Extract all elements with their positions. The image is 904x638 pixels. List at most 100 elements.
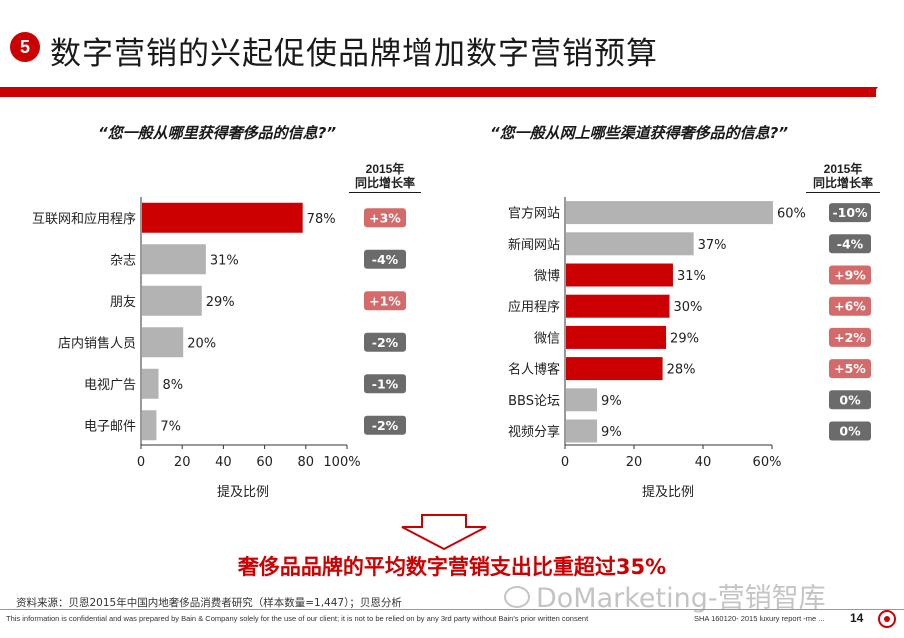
right-bar-7 [566,388,598,412]
slide-number-badge: 5 [10,32,40,62]
left-x-tick-label-4: 60 [256,455,273,470]
left-value-label-6: 7% [160,419,181,434]
right-x-tick-label-4: 60% [753,455,782,470]
right-growth-badge-4 [829,296,871,316]
left-growth-badge-1 [364,208,406,228]
right-bar-6 [566,357,663,381]
right-bar-4 [566,294,670,318]
left-growth-label-5: -1% [372,376,399,391]
right-growth-label-4: +6% [834,299,866,314]
right-value-label-1: 60% [777,207,806,222]
left-category-label-2: 杂志 [110,253,136,268]
left-value-label-4: 20% [187,336,216,351]
page-title: 数字营销的兴起促使品牌增加数字营销预算 [50,36,658,72]
right-growth-label-3: +9% [834,268,866,283]
conclusion-text: 奢侈品品牌的平均数字营销支出比重超过35% [237,555,667,579]
right-value-label-5: 29% [670,331,699,346]
left-x-tick-label-5: 80 [298,455,315,470]
right-value-label-2: 37% [698,238,727,253]
left-chart-title: “您一般从哪里获得奢侈品的信息?” [98,124,337,142]
right-growth-label-5: +2% [834,330,866,345]
left-value-label-5: 8% [162,378,183,393]
left-growth-badge-3 [364,291,406,311]
right-growth-header: 2015年 同比增长率 [806,162,880,193]
left-value-label-1: 78% [307,212,336,227]
bain-logo-icon [878,610,896,628]
left-growth-badge-5 [364,374,406,394]
left-growth-badge-4 [364,332,406,352]
right-category-label-4: 应用程序 [508,299,560,315]
left-growth-label-1: +3% [369,210,401,225]
left-x-tick-label-3: 40 [215,455,232,470]
right-growth-label-6: +5% [834,361,866,376]
right-value-label-8: 9% [601,425,622,440]
footer-document-id: SHA 160120- 2015 luxury report -me ... [694,614,825,623]
right-x-tick-label-2: 20 [626,455,643,470]
left-category-label-1: 互联网和应用程序 [32,211,136,227]
right-category-label-2: 新闻网站 [508,237,560,253]
right-bar-8 [566,419,598,443]
left-bar-1 [142,202,303,233]
title-divider [0,87,876,97]
right-growth-header-year: 2015年 [823,162,863,176]
left-growth-badge-2 [364,249,406,269]
left-growth-header-year: 2015年 [365,162,405,176]
right-growth-label-7: 0% [839,392,861,407]
left-growth-badge-6 [364,415,406,435]
footer-disclaimer: This information is confidential and was… [6,614,589,623]
watermark: DoMarketing-营销智库 [504,576,826,615]
right-category-label-6: 名人博客 [508,362,560,378]
source-note: 资料来源：贝恩2015年中国内地奢侈品消费者研究（样本数量=1,447）；贝恩分… [16,597,402,609]
right-growth-header-label: 同比增长率 [812,176,873,190]
right-growth-badge-6 [829,359,871,379]
right-value-label-7: 9% [601,394,622,409]
right-growth-label-1: -10% [832,205,868,220]
right-bar-3 [566,263,673,287]
right-bar-2 [566,232,694,256]
left-bar-2 [142,244,206,275]
right-category-label-3: 微博 [534,269,560,284]
left-growth-label-4: -2% [372,335,399,350]
title-divider-tip [870,87,878,97]
left-x-tick-label-6: 100% [323,455,360,470]
left-x-axis-label: 提及比例 [217,484,269,500]
right-growth-badge-7 [829,390,871,410]
left-category-label-6: 电子邮件 [84,419,136,434]
left-growth-label-3: +1% [369,293,401,308]
left-x-tick-label-1: 0 [137,455,145,470]
left-category-label-4: 店内销售人员 [58,335,136,351]
left-category-label-3: 朋友 [110,294,136,310]
watermark-text: DoMarketing-营销智库 [536,583,826,614]
left-value-label-3: 29% [206,295,235,310]
left-growth-header-label: 同比增长率 [354,176,415,190]
right-chart-title: “您一般从网上哪些渠道获得奢侈品的信息?” [490,124,789,142]
right-bar-1 [566,201,773,225]
right-growth-label-2: -4% [837,236,864,251]
right-growth-badge-1 [829,203,871,223]
right-growth-badge-5 [829,327,871,347]
right-growth-badge-8 [829,421,871,441]
left-bar-3 [142,285,202,316]
right-growth-badge-2 [829,234,871,254]
right-x-axis-label: 提及比例 [642,484,694,500]
right-growth-label-8: 0% [839,424,861,439]
left-category-label-5: 电视广告 [84,378,136,393]
right-x-tick-label-1: 0 [561,455,569,470]
right-category-label-1: 官方网站 [508,206,560,222]
left-value-label-2: 31% [210,253,239,268]
right-value-label-3: 31% [677,269,706,284]
left-bar-5 [142,368,159,399]
left-growth-label-6: -2% [372,418,399,433]
right-growth-badge-3 [829,265,871,285]
page-number: 14 [850,611,864,625]
right-category-label-7: BBS论坛 [508,394,560,409]
right-x-tick-label-3: 40 [695,455,712,470]
right-bar-5 [566,325,667,349]
down-arrow-icon [401,514,487,551]
left-growth-label-2: -4% [372,252,399,267]
footer-divider [0,609,904,610]
right-category-label-5: 微信 [534,331,560,346]
left-bar-4 [142,327,184,358]
wechat-icon [504,585,530,608]
